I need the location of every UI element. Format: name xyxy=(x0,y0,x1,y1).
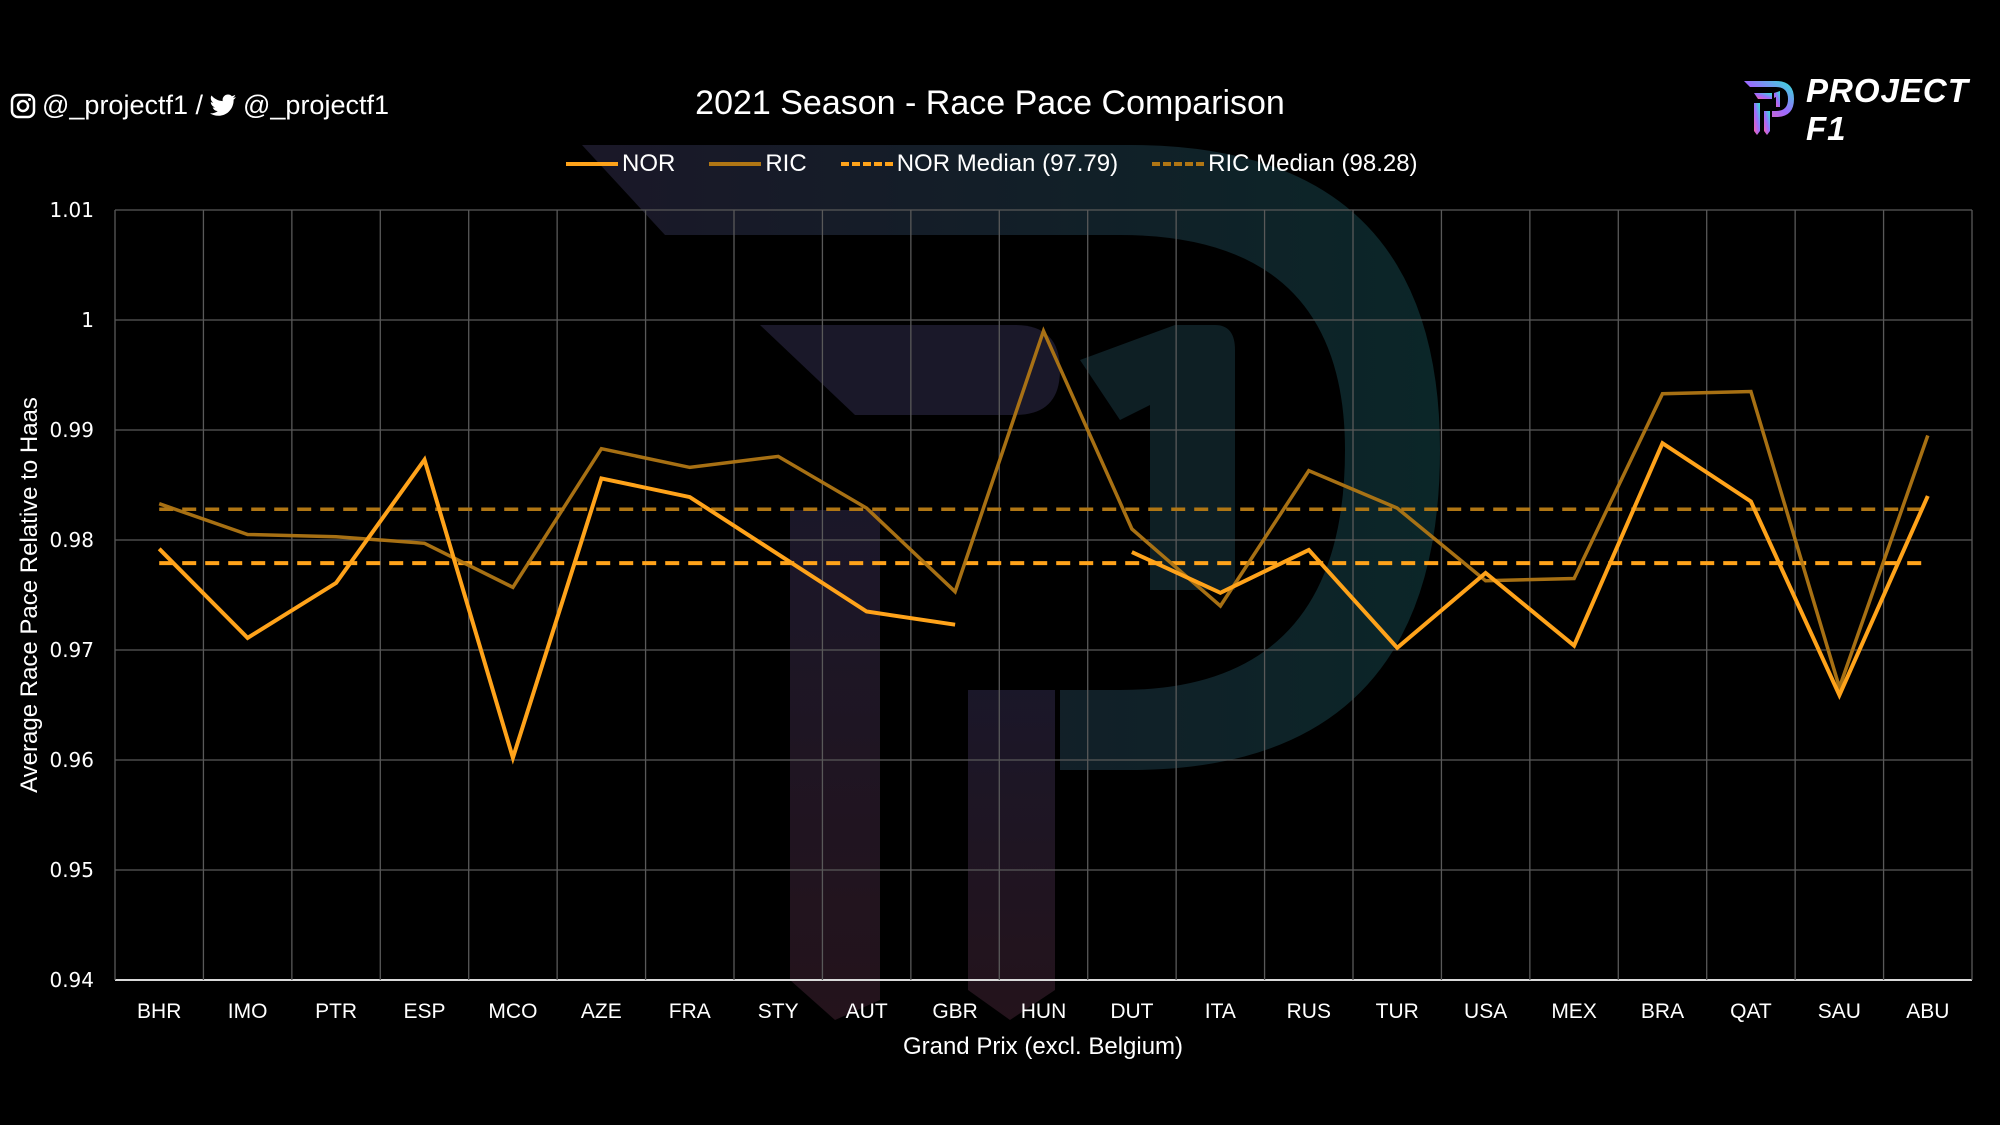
project-f1-watermark xyxy=(582,145,1440,1020)
watermark-outer-arc xyxy=(582,145,1440,770)
x-tick-label: RUS xyxy=(1287,1000,1331,1023)
legend-swatch-nor-median xyxy=(840,162,893,166)
y-axis-ticks: 0.94 0.95 0.96 0.97 0.98 0.99 1 1.01 xyxy=(49,198,94,992)
x-tick-label: BRA xyxy=(1641,1000,1684,1023)
legend-item-nor-median[interactable]: NOR Median (97.79) xyxy=(840,150,1119,178)
y-tick-label: 0.99 xyxy=(49,418,94,442)
legend-label-nor-median: NOR Median (97.79) xyxy=(896,150,1119,177)
x-tick-label: QAT xyxy=(1730,1000,1772,1023)
x-tick-label: FRA xyxy=(669,1000,711,1023)
x-axis-ticks: BHR IMO PTR ESP MCO AZE FRA STY AUT GBR HUN DUT ITA R… xyxy=(137,1000,1949,1023)
series-lines xyxy=(157,326,1930,765)
watermark-stem-left xyxy=(790,510,880,1020)
x-tick-label: MCO xyxy=(488,1000,537,1023)
x-tick-label: AUT xyxy=(846,1000,888,1023)
x-tick-label: SAU xyxy=(1818,1000,1861,1023)
y-tick-label: 1.01 xyxy=(49,198,94,222)
brand-logo: PROJECT F1 xyxy=(1742,72,2000,148)
watermark-stem-right xyxy=(968,690,1055,1020)
x-tick-label: AZE xyxy=(581,1000,622,1023)
grid xyxy=(114,209,1973,981)
legend-label-nor: NOR xyxy=(622,150,676,177)
x-tick-label: PTR xyxy=(315,1000,357,1023)
median-lines xyxy=(159,507,1928,566)
twitter-handle[interactable]: @_projectf1 xyxy=(243,90,389,120)
watermark-one-glyph xyxy=(1080,325,1235,590)
y-tick-label: 0.98 xyxy=(49,528,94,552)
legend: NOR RIC NOR Median (97.79) RIC Median (9… xyxy=(566,150,1452,178)
y-tick-label: 1 xyxy=(81,308,94,332)
legend-swatch-ric-median xyxy=(1152,162,1205,166)
x-tick-label: ITA xyxy=(1205,1000,1236,1023)
instagram-handle[interactable]: @_projectf1 / xyxy=(42,90,203,120)
x-tick-label: MEX xyxy=(1551,1000,1597,1023)
legend-swatch-nor xyxy=(566,162,618,166)
brand-name: PROJECT F1 xyxy=(1806,72,1969,147)
twitter-icon xyxy=(209,94,237,118)
x-tick-label: STY xyxy=(758,1000,799,1023)
x-tick-label: BHR xyxy=(137,1000,181,1023)
y-tick-label: 0.97 xyxy=(49,638,94,662)
y-axis-label: Average Race Pace Relative to Haas xyxy=(16,397,43,793)
social-handles: @_projectf1 / @_projectf1 xyxy=(10,90,389,121)
x-tick-label: TUR xyxy=(1376,1000,1419,1023)
nor-line xyxy=(157,455,956,765)
instagram-icon xyxy=(10,93,36,119)
y-tick-label: 0.95 xyxy=(49,858,94,882)
x-tick-label: ESP xyxy=(403,1000,445,1023)
project-f1-logo-icon xyxy=(1742,79,1796,142)
chart-title: 2021 Season - Race Pace Comparison xyxy=(695,84,1285,122)
x-tick-label: ABU xyxy=(1906,1000,1949,1023)
x-tick-label: GBR xyxy=(932,1000,978,1023)
x-tick-label: DUT xyxy=(1110,1000,1153,1023)
x-axis-label: Grand Prix (excl. Belgium) xyxy=(902,1033,1184,1060)
x-tick-label: IMO xyxy=(228,1000,268,1023)
legend-item-ric[interactable]: RIC xyxy=(709,150,807,178)
legend-swatch-ric xyxy=(709,162,762,166)
watermark-inner-shape xyxy=(760,325,1060,415)
legend-label-ric-median: RIC Median (98.28) xyxy=(1208,150,1418,177)
x-tick-label: USA xyxy=(1464,1000,1507,1023)
nor-line xyxy=(1131,440,1930,700)
y-tick-label: 0.96 xyxy=(49,748,94,772)
legend-item-ric-median[interactable]: RIC Median (98.28) xyxy=(1152,150,1418,178)
x-tick-label: HUN xyxy=(1021,1000,1067,1023)
legend-item-nor[interactable]: NOR xyxy=(566,150,675,178)
y-tick-label: 0.94 xyxy=(49,968,94,992)
legend-label-ric: RIC xyxy=(765,150,807,177)
